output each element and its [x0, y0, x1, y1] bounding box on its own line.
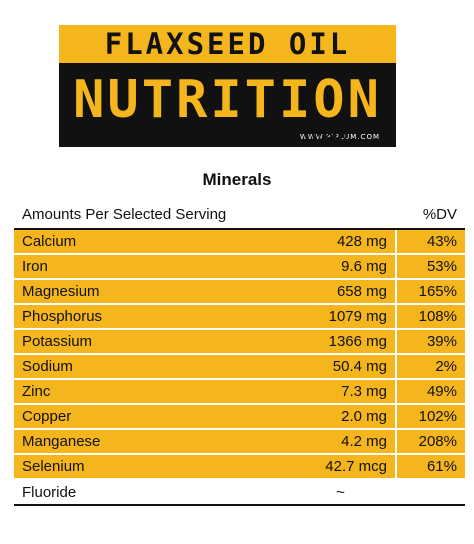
- row-name: Fluoride: [22, 483, 77, 501]
- row-dv: 53%: [426, 258, 457, 275]
- row-dv: 49%: [426, 383, 457, 400]
- row-amount: 7.3 mg: [284, 380, 397, 403]
- row-amount: 2.0 mg: [284, 405, 397, 428]
- row-name: Calcium: [22, 233, 77, 250]
- row-dv: 61%: [426, 458, 457, 475]
- banner-site-text: WWW.PIPLUM.COM: [299, 133, 380, 141]
- table-row: Magnesium 658 mg 165%: [14, 280, 465, 305]
- row-name: Phosphorus: [22, 308, 103, 325]
- row-name: Copper: [22, 408, 72, 425]
- row-amount: 1366 mg: [284, 330, 397, 353]
- table-header: Amounts Per Selected Serving %DV: [14, 200, 465, 230]
- row-amount: 9.6 mg: [284, 255, 397, 278]
- banner-title-line2: NUTRITION: [73, 70, 382, 130]
- table-row: Fluoride ~: [14, 480, 465, 506]
- serving-subtitle: Amounts per 1 cup, whole (168g): [126, 127, 348, 144]
- table-row: Iron 9.6 mg 53%: [14, 255, 465, 280]
- table-row: Copper 2.0 mg 102%: [14, 405, 465, 430]
- row-dv: 2%: [435, 358, 457, 375]
- table-row: Phosphorus 1079 mg 108%: [14, 305, 465, 330]
- table-row: Calcium 428 mg 43%: [14, 230, 465, 255]
- row-amount: 428 mg: [284, 230, 397, 253]
- row-name: Magnesium: [22, 283, 100, 300]
- row-dv: 102%: [418, 408, 457, 425]
- row-dv: 165%: [418, 283, 457, 300]
- row-name: Sodium: [22, 358, 73, 375]
- section-title: Minerals: [202, 170, 272, 189]
- header-dv: %DV: [422, 205, 457, 223]
- header-name: Amounts Per Selected Serving: [22, 205, 227, 223]
- row-amount: 1079 mg: [284, 305, 397, 328]
- table-row: Selenium 42.7 mcg 61%: [14, 455, 465, 480]
- row-amount: ~: [336, 483, 345, 501]
- row-dv: 108%: [418, 308, 457, 325]
- row-amount: 658 mg: [284, 280, 397, 303]
- row-dv: 43%: [426, 233, 457, 250]
- banner-title-line1: FLAXSEED OIL: [104, 27, 351, 61]
- row-name: Zinc: [22, 383, 51, 400]
- table-row: Manganese 4.2 mg 208%: [14, 430, 465, 455]
- row-amount: 4.2 mg: [284, 430, 397, 453]
- row-name: Manganese: [22, 433, 101, 450]
- row-amount: 50.4 mg: [284, 355, 397, 378]
- row-dv: 39%: [426, 333, 457, 350]
- nutrition-table: Amounts Per Selected Serving %DV Calcium…: [14, 200, 465, 506]
- row-dv: 208%: [418, 433, 457, 450]
- table-row: Potassium 1366 mg 39%: [14, 330, 465, 355]
- table-row: Zinc 7.3 mg 49%: [14, 380, 465, 405]
- row-name: Potassium: [22, 333, 93, 350]
- row-amount: 42.7 mcg: [284, 455, 397, 478]
- row-name: Iron: [22, 258, 48, 275]
- table-row: Sodium 50.4 mg 2%: [14, 355, 465, 380]
- banner-dark-panel: NUTRITION WWW.PIPLUM.COM: [59, 63, 396, 147]
- title-banner: FLAXSEED OIL NUTRITION WWW.PIPLUM.COM: [59, 25, 396, 147]
- row-name: Selenium: [22, 458, 85, 475]
